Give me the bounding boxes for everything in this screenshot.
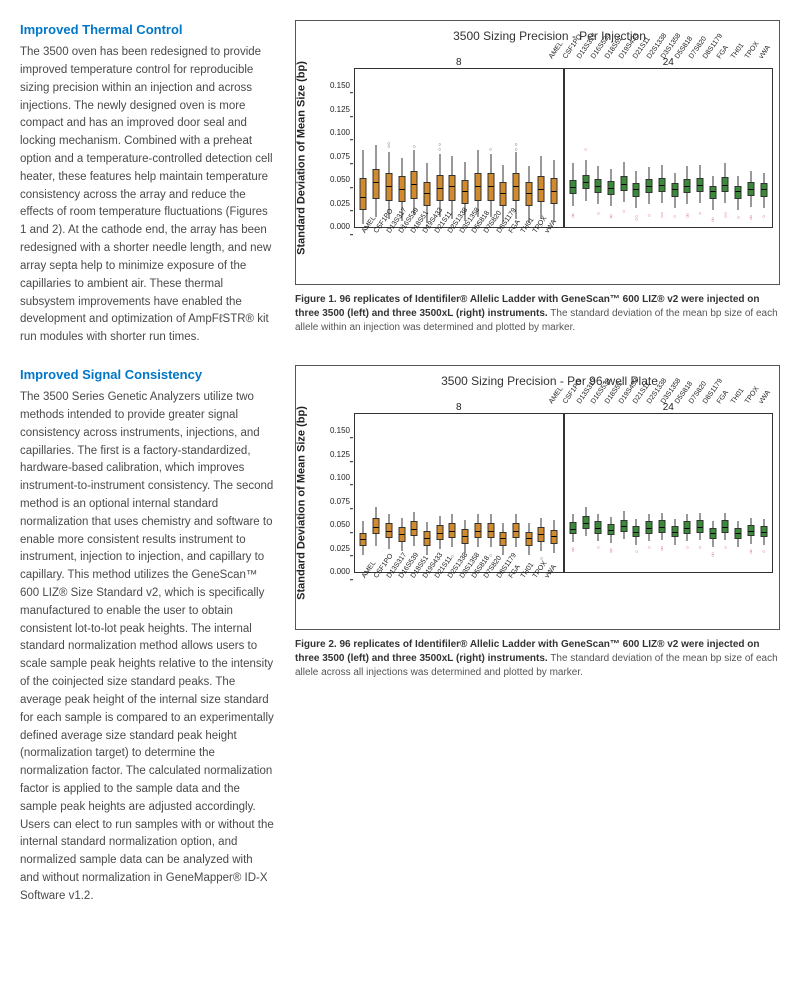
figure-2: 3500 Sizing Precision - Per 96-well Plat… [295,365,780,680]
y-axis-label: Standard Deviation of Mean Size (bp) [293,406,310,600]
y-tick: 0.025 [330,543,350,555]
box-col [408,414,421,572]
heading-thermal: Improved Thermal Control [20,20,275,40]
y-tick: 0.000 [330,221,350,233]
y-tick: 0.100 [330,472,350,484]
box-col: ○○ [745,69,758,227]
body-signal: The 3500 Series Genetic Analyzers utiliz… [20,389,275,906]
box-col [370,69,383,227]
section-signal: Improved Signal Consistency The 3500 Ser… [20,365,275,906]
box-col [357,69,370,227]
box-col [357,414,370,572]
box-col [497,69,510,227]
box-col [548,69,561,227]
box-col: ○ [395,69,408,227]
box-col: ○ [719,414,732,572]
panel: 8○○○ [354,413,564,573]
page-layout: Improved Thermal Control The 3500 oven h… [20,20,780,924]
section-thermal: Improved Thermal Control The 3500 oven h… [20,20,275,347]
figure1-caption: Figure 1. 96 replicates of Identifiler® … [295,293,780,335]
box-col [617,414,630,572]
box-col: ○○ [656,69,669,227]
box-col [522,69,535,227]
y-tick: 0.125 [330,104,350,116]
box-col: ○ [535,414,548,572]
box-col: ○ [579,69,592,227]
box-col [510,414,523,572]
box-col: ○○ [681,69,694,227]
y-tick: 0.050 [330,519,350,531]
box-col [433,414,446,572]
box-col [395,414,408,572]
box-col: ○○ [567,69,580,227]
panel: 24○○○○○○○○○○○○○○○○○ [564,413,774,573]
panel: 8○○○○○○○○○○○○○○○ [354,68,564,228]
box-col: ○○ [630,69,643,227]
box-col: ○ [592,414,605,572]
box-col [548,414,561,572]
box-col: ○○ [382,69,395,227]
y-tick: 0.100 [330,127,350,139]
box-col: ○○ [706,414,719,572]
y-tick: 0.000 [330,566,350,578]
y-tick: 0.150 [330,425,350,437]
y-tick: 0.075 [330,496,350,508]
box-col: ○○ [433,69,446,227]
box-col: ○ [757,414,770,572]
box-col: ○○ [421,69,434,227]
box-col [459,69,472,227]
box-col: ○○ [719,69,732,227]
box-col [668,414,681,572]
box-col: ○ [668,69,681,227]
box-col: ○ [484,414,497,572]
body-thermal: The 3500 oven has been redesigned to pro… [20,44,275,347]
box-col: ○ [694,69,707,227]
box-col [732,414,745,572]
box-col [522,414,535,572]
y-tick: 0.125 [330,449,350,461]
chart2-frame: 3500 Sizing Precision - Per 96-well Plat… [295,365,780,630]
y-tick: 0.150 [330,80,350,92]
box-col [382,414,395,572]
box-col: ○ [471,69,484,227]
box-col: ○ [643,69,656,227]
panel: 24○○○○○○○○○○○○○○○○○○○○○○○○ [564,68,774,228]
y-tick: 0.075 [330,151,350,163]
box-col: ○○ [745,414,758,572]
box-col: ○ [757,69,770,227]
box-col: ○ [643,414,656,572]
figure-1: 3500 Sizing Precision - Per InjectionSta… [295,20,780,335]
box-col: ○ [617,69,630,227]
box-col: ○○ [567,414,580,572]
box-col: ○ [446,69,459,227]
y-tick: 0.025 [330,198,350,210]
box-col: ○ [408,69,421,227]
box-col [459,414,472,572]
box-col: ○ [732,69,745,227]
y-tick: 0.050 [330,174,350,186]
right-column: 3500 Sizing Precision - Per InjectionSta… [295,20,780,924]
box-col [471,414,484,572]
box-col: ○ [592,69,605,227]
box-col: ○○ [656,414,669,572]
box-col: ○ [446,414,459,572]
box-col: ○○ [706,69,719,227]
heading-signal: Improved Signal Consistency [20,365,275,385]
box-col: ○ [630,414,643,572]
box-col: ○ [681,414,694,572]
box-col [579,414,592,572]
box-col: ○○ [605,69,618,227]
box-col: ○○ [484,69,497,227]
figure2-caption: Figure 2. 96 replicates of Identifiler® … [295,638,780,680]
box-col: ○○ [605,414,618,572]
box-col: ○ [535,69,548,227]
chart1-frame: 3500 Sizing Precision - Per InjectionSta… [295,20,780,285]
box-col [370,414,383,572]
left-column: Improved Thermal Control The 3500 oven h… [20,20,275,924]
box-col: ○○ [510,69,523,227]
y-axis-label: Standard Deviation of Mean Size (bp) [293,61,310,255]
box-col [497,414,510,572]
box-col: ○ [694,414,707,572]
box-col [421,414,434,572]
